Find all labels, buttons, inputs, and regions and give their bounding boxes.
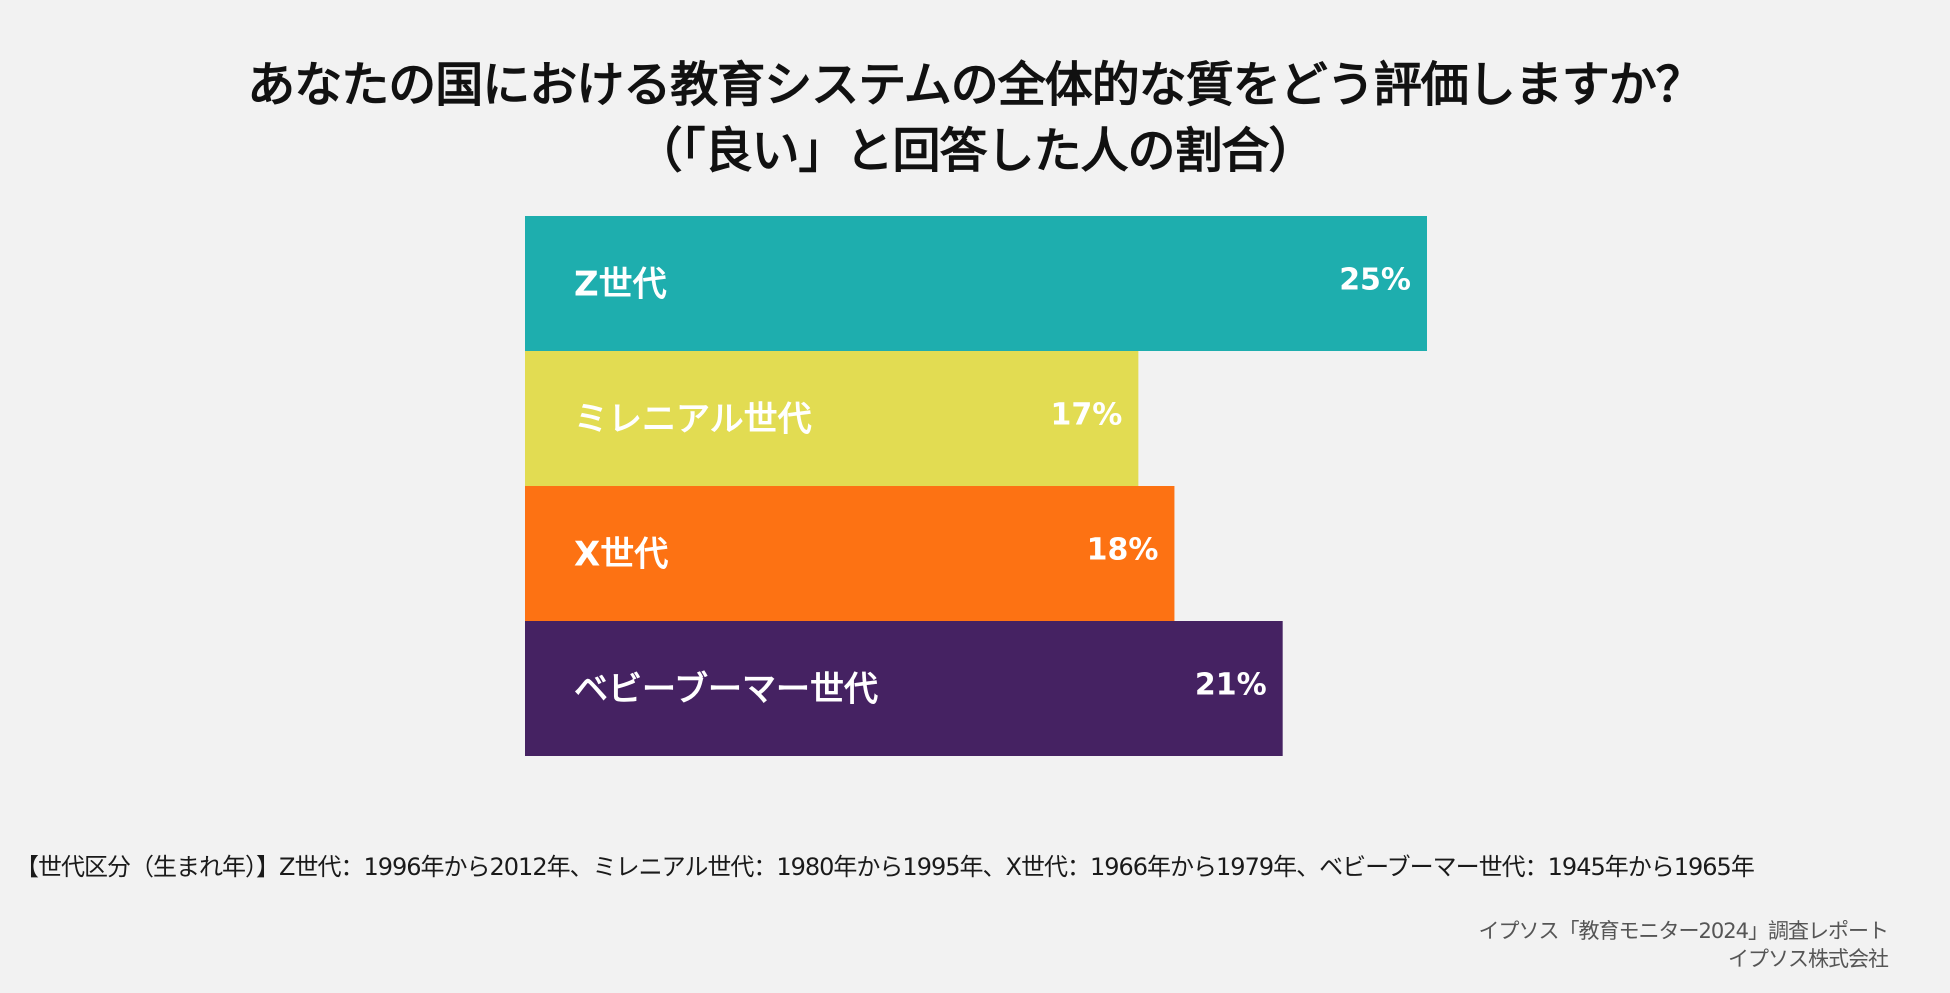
value-label-2: 18% [1087, 533, 1159, 568]
source-report: イプソス「教育モニター2024」調査レポート [1478, 919, 1889, 943]
bar-group-2: X世代 18% [525, 486, 1175, 621]
value-label-3: 21% [1195, 668, 1267, 703]
value-label-1: 17% [1051, 398, 1123, 433]
source-company: イプソス株式会社 [1728, 947, 1889, 971]
category-label-2: X世代 [574, 535, 668, 575]
chart-title-line1: あなたの国における教育システムの全体的な質をどう評価しますか？ [247, 57, 1704, 113]
bar-group-3: ベビーブーマー世代 21% [525, 621, 1283, 756]
category-label-3: ベビーブーマー世代 [574, 670, 878, 710]
bar-0 [525, 216, 1427, 351]
bar-3 [525, 621, 1283, 756]
bar-group-1: ミレニアル世代 17% [525, 351, 1139, 486]
generation-definition-note: 【世代区分（生まれ年）】Z世代：1996年から2012年、ミレニアル世代：198… [15, 853, 1755, 881]
category-label-0: Z世代 [574, 265, 667, 305]
category-label-1: ミレニアル世代 [574, 400, 812, 440]
chart-title: あなたの国における教育システムの全体的な質をどう評価しますか？ （「良い」と回答… [0, 52, 1950, 184]
value-label-0: 25% [1339, 263, 1411, 298]
bar-1 [525, 351, 1139, 486]
source-credit: イプソス「教育モニター2024」調査レポート イプソス株式会社 [1478, 917, 1889, 973]
bar-group-0: Z世代 25% [525, 216, 1427, 351]
chart-title-line2: （「良い」と回答した人の割合） [634, 123, 1316, 179]
bar-2 [525, 486, 1175, 621]
